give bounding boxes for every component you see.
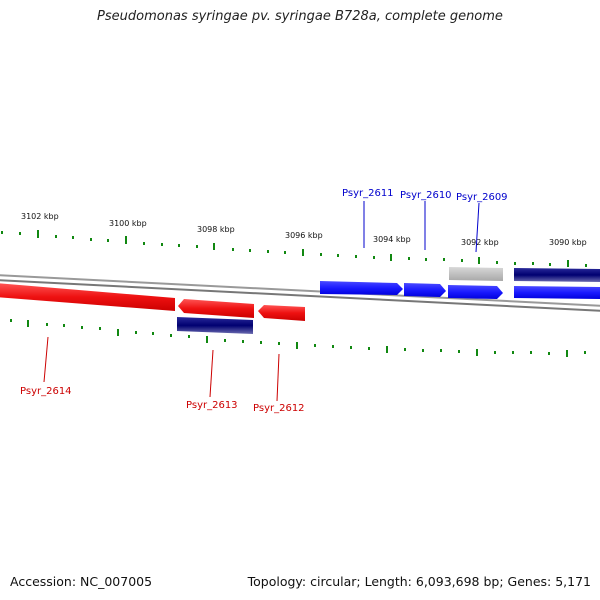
gene-forward-right[interactable] xyxy=(514,286,600,299)
kbp-label: 3094 kbp xyxy=(373,235,411,244)
gene-psyr-2610[interactable] xyxy=(404,283,446,297)
feature-grey[interactable] xyxy=(449,267,503,281)
leader-lines xyxy=(43,201,480,402)
gene-psyr-2613[interactable] xyxy=(178,299,254,318)
gene-psyr-2614[interactable] xyxy=(0,283,175,311)
gene-label-psyr-2612[interactable]: Psyr_2612 xyxy=(253,403,305,414)
lower-tick-track xyxy=(10,319,586,357)
reverse-strand-features xyxy=(0,283,305,334)
gene-psyr-2612[interactable] xyxy=(258,305,305,321)
forward-strand-features xyxy=(320,267,600,299)
kbp-label: 3102 kbp xyxy=(21,212,59,221)
genome-backbone xyxy=(0,274,600,312)
gene-label-psyr-2613[interactable]: Psyr_2613 xyxy=(186,400,238,411)
genome-summary-text: Topology: circular; Length: 6,093,698 bp… xyxy=(247,574,591,589)
feature-dark-lower[interactable] xyxy=(177,317,253,334)
gene-label-psyr-2610[interactable]: Psyr_2610 xyxy=(400,190,452,201)
kbp-label: 3100 kbp xyxy=(109,219,147,228)
upper-tick-track xyxy=(1,230,587,267)
gene-psyr-2609[interactable] xyxy=(448,285,503,299)
gene-label-psyr-2614[interactable]: Psyr_2614 xyxy=(20,386,72,397)
accession-text: Accession: NC_007005 xyxy=(10,574,153,589)
gene-label-psyr-2611[interactable]: Psyr_2611 xyxy=(342,188,394,199)
feature-dark-right[interactable] xyxy=(514,268,600,282)
kbp-label: 3092 kbp xyxy=(461,238,499,247)
gene-psyr-2611[interactable] xyxy=(320,281,403,295)
gene-labels: Psyr_2611 Psyr_2610 Psyr_2609 Psyr_2614 … xyxy=(20,188,508,414)
kbp-label: 3090 kbp xyxy=(549,238,587,247)
kbp-label: 3098 kbp xyxy=(197,225,235,234)
gene-label-psyr-2609[interactable]: Psyr_2609 xyxy=(456,192,508,203)
kbp-label: 3096 kbp xyxy=(285,231,323,240)
map-title: Pseudomonas syringae pv. syringae B728a,… xyxy=(97,9,503,24)
kbp-scale-labels: 3102 kbp 3100 kbp 3098 kbp 3096 kbp 3094… xyxy=(21,212,587,247)
